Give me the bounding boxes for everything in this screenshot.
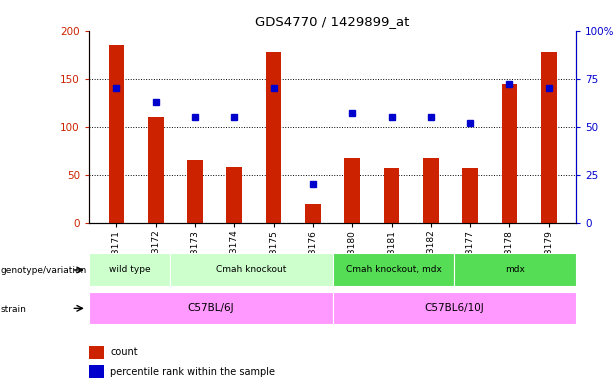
Bar bbox=[266, 52, 281, 223]
Text: C57BL/6J: C57BL/6J bbox=[188, 303, 234, 313]
Bar bbox=[187, 161, 203, 223]
Bar bbox=[89, 365, 104, 378]
Bar bbox=[89, 292, 333, 324]
Bar bbox=[333, 253, 454, 286]
Bar bbox=[333, 292, 576, 324]
Bar bbox=[305, 204, 321, 223]
Text: wild type: wild type bbox=[109, 265, 150, 274]
Text: Cmah knockout, mdx: Cmah knockout, mdx bbox=[346, 265, 441, 274]
Bar bbox=[454, 253, 576, 286]
Text: genotype/variation: genotype/variation bbox=[1, 266, 87, 275]
Title: GDS4770 / 1429899_at: GDS4770 / 1429899_at bbox=[256, 15, 409, 28]
Text: count: count bbox=[110, 347, 138, 358]
Bar bbox=[462, 168, 478, 223]
Bar bbox=[226, 167, 242, 223]
Bar bbox=[345, 159, 360, 223]
Bar bbox=[541, 52, 557, 223]
Bar bbox=[89, 346, 104, 359]
Bar bbox=[501, 84, 517, 223]
Bar bbox=[109, 45, 124, 223]
Bar bbox=[89, 253, 170, 286]
Text: C57BL6/10J: C57BL6/10J bbox=[425, 303, 484, 313]
Text: Cmah knockout: Cmah knockout bbox=[216, 265, 286, 274]
Text: percentile rank within the sample: percentile rank within the sample bbox=[110, 366, 275, 377]
Text: mdx: mdx bbox=[505, 265, 525, 274]
Bar bbox=[384, 168, 399, 223]
Bar bbox=[423, 159, 439, 223]
Bar bbox=[148, 117, 164, 223]
Text: strain: strain bbox=[1, 305, 26, 314]
Bar bbox=[170, 253, 333, 286]
